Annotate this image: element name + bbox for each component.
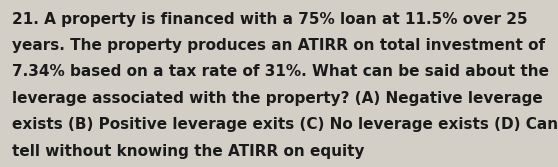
Text: tell without knowing the ATIRR on equity: tell without knowing the ATIRR on equity xyxy=(12,144,365,159)
Text: years. The property produces an ATIRR on total investment of: years. The property produces an ATIRR on… xyxy=(12,38,545,53)
Text: 7.34% based on a tax rate of 31%. What can be said about the: 7.34% based on a tax rate of 31%. What c… xyxy=(12,64,549,79)
Text: leverage associated with the property? (A) Negative leverage: leverage associated with the property? (… xyxy=(12,91,543,106)
Text: exists (B) Positive leverage exits (C) No leverage exists (D) Can’t: exists (B) Positive leverage exits (C) N… xyxy=(12,117,558,132)
Text: 21. A property is financed with a 75% loan at 11.5% over 25: 21. A property is financed with a 75% lo… xyxy=(12,12,528,27)
